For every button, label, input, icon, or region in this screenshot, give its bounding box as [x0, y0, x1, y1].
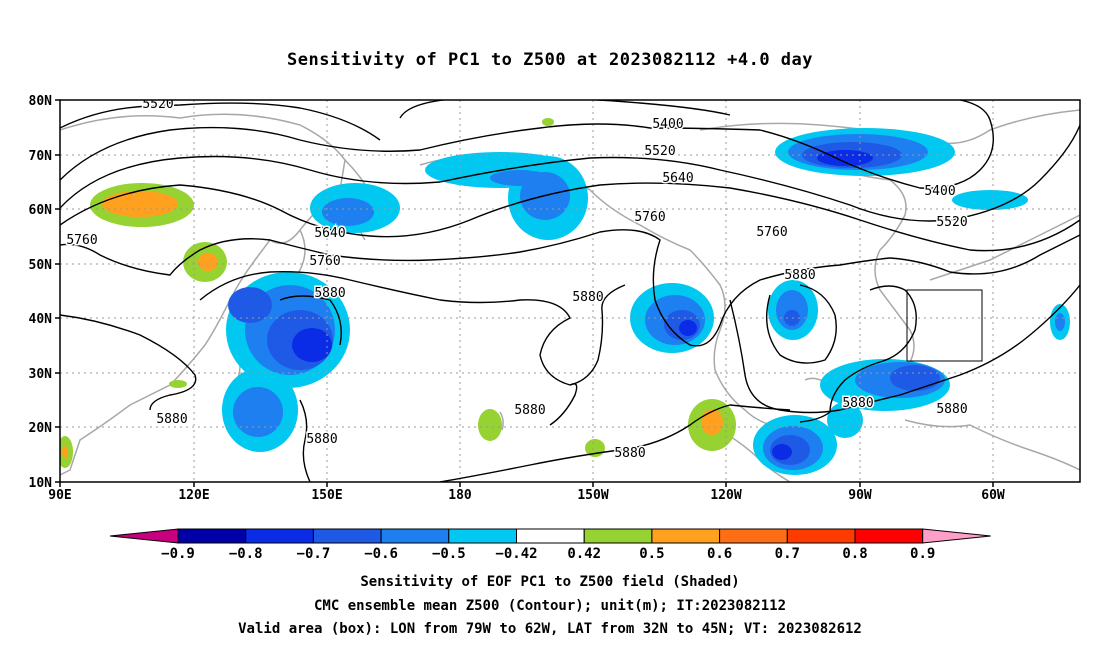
colorbar-tick-label: 0.5	[639, 546, 664, 562]
lon-label-150e: 150E	[311, 488, 342, 503]
lon-label-120w: 120W	[710, 488, 741, 503]
colorbar-tick-label: −0.6	[364, 546, 398, 562]
caption-contour: CMC ensemble mean Z500 (Contour); unit(m…	[313, 598, 786, 614]
lat-label-10n: 10N	[29, 476, 53, 491]
colorbar-tick-label: −0.7	[297, 546, 331, 562]
caption-shaded: Sensitivity of EOF PC1 to Z500 field (Sh…	[360, 574, 740, 590]
colorbar-tick-label: −0.5	[432, 546, 466, 562]
colorbar-tick-label: 0.9	[910, 546, 935, 562]
lon-label-120e: 120E	[178, 488, 209, 503]
lon-label-60w: 60W	[981, 488, 1005, 503]
sensitivity-shading	[60, 118, 1070, 475]
grid-lines	[60, 100, 1080, 482]
colorbar-segment	[583, 528, 653, 544]
colorbar-low-end	[109, 528, 179, 544]
lat-label-50n: 50N	[29, 258, 53, 273]
contour-label: 5520	[644, 144, 675, 159]
colorbar-tick-label: −0.8	[229, 546, 263, 562]
colorbar-segment	[177, 528, 247, 544]
lat-label-40n: 40N	[29, 312, 53, 327]
chart-title: Sensitivity of PC1 to Z500 at 2023082112…	[286, 50, 813, 70]
contour-label: 5880	[572, 290, 603, 305]
contour-label: 5880	[514, 403, 545, 418]
axis-ticks	[55, 99, 994, 487]
contour-label: 5760	[756, 225, 787, 240]
lat-label-20n: 20N	[29, 421, 53, 436]
valid-area-box	[906, 289, 983, 362]
lat-label-80n: 80N	[29, 94, 53, 109]
lat-label-70n: 70N	[29, 149, 53, 164]
colorbar-tick-label: −0.9	[161, 546, 195, 562]
lat-label-30n: 30N	[29, 367, 53, 382]
colorbar-segment	[719, 528, 788, 544]
colorbar-high-end	[922, 528, 991, 544]
contour-label: 5400	[652, 117, 683, 132]
colorbar-tick-label: 0.42	[567, 546, 601, 562]
colorbar: −0.9 −0.8 −0.7 −0.6 −0.5 −0.42 0.42 0.5 0.6 0.7 0.…	[109, 528, 991, 562]
contour-label: 5880	[842, 396, 873, 411]
contour-label: 5760	[309, 254, 340, 269]
contour-label: 5400	[924, 184, 955, 199]
colorbar-tick-label: 0.8	[842, 546, 867, 562]
lon-label-150w: 150W	[577, 488, 608, 503]
contour-label: 5640	[662, 171, 693, 186]
contour-labels: 5520 5400 5520 5640 5640 5760 5760 5880 5880 5400…	[65, 97, 969, 463]
colorbar-segment	[380, 528, 450, 544]
contour-label: 5760	[634, 210, 665, 225]
colorbar-segment	[516, 528, 585, 544]
contour-label: 5520	[936, 215, 967, 230]
lon-label-180: 180	[448, 488, 472, 503]
colorbar-tick-label: 0.6	[707, 546, 732, 562]
contour-label: 5880	[314, 286, 345, 301]
colorbar-segment	[245, 528, 314, 544]
colorbar-tick-label: −0.42	[495, 546, 537, 562]
colorbar-segment	[312, 528, 382, 544]
contour-label: 5880	[156, 412, 187, 427]
lon-label-90w: 90W	[848, 488, 872, 503]
contour-label: 5520	[142, 97, 173, 112]
colorbar-segment	[651, 528, 721, 544]
colorbar-segment	[448, 528, 517, 544]
map-frame	[59, 99, 1081, 483]
lat-label-60n: 60N	[29, 203, 53, 218]
z500-contours	[60, 100, 1080, 482]
contour-label: 5640	[314, 226, 345, 241]
contour-label: 5880	[306, 432, 337, 447]
contour-label: 5880	[784, 268, 815, 283]
contour-label: 5880	[614, 446, 645, 461]
colorbar-segment	[786, 528, 856, 544]
colorbar-segment	[854, 528, 924, 544]
contour-label: 5880	[936, 402, 967, 417]
caption-valid-area: Valid area (box): LON from 79W to 62W, L…	[238, 621, 862, 637]
colorbar-tick-label: 0.7	[775, 546, 800, 562]
lon-label-90e: 90E	[48, 488, 71, 503]
contour-label: 5760	[66, 233, 97, 248]
